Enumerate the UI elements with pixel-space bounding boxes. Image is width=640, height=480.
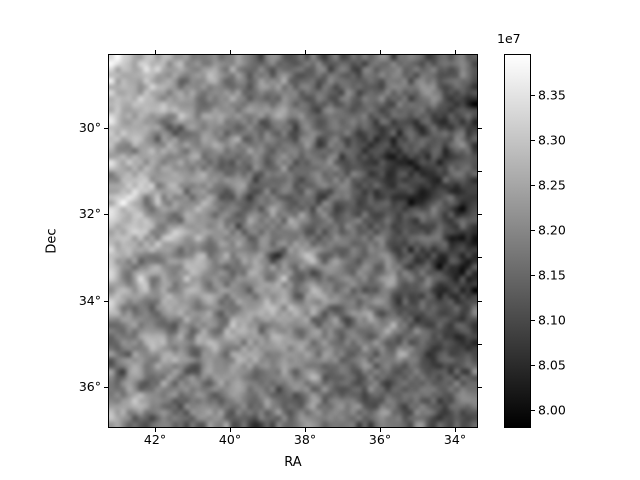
y-tick-label: 34° [78, 292, 101, 308]
colorbar-tick [531, 95, 535, 96]
y-tick-label: 32° [78, 205, 101, 221]
y-tick-left [104, 387, 108, 388]
colorbar-tick-label: 8.05 [538, 357, 566, 373]
x-tick-label: 34° [443, 432, 467, 447]
colorbar-tick [531, 230, 535, 231]
colorbar-tick-label: 8.00 [538, 402, 566, 418]
y-tick-right [478, 301, 482, 302]
x-tick-top [155, 50, 156, 54]
colorbar-tick-label: 8.10 [538, 312, 566, 328]
y-tick-label: 36° [78, 378, 101, 394]
colorbar-offset-text: 1e7 [497, 31, 521, 46]
y-tick-left [104, 128, 108, 129]
y-tick-right [478, 387, 482, 388]
colorbar-tick [531, 275, 535, 276]
colorbar-tick-label: 8.25 [538, 177, 566, 193]
colorbar-tick [531, 410, 535, 411]
x-tick-top [230, 50, 231, 54]
colorbar-tick [531, 320, 535, 321]
y-tick-right-minor [478, 344, 482, 345]
colorbar-tick-label: 8.35 [538, 87, 566, 103]
colorbar-gradient [504, 54, 531, 428]
sky-map-axes [108, 54, 478, 428]
colorbar-tick [531, 140, 535, 141]
colorbar-tick [531, 185, 535, 186]
y-tick-right-minor [478, 171, 482, 172]
y-tick-left [104, 301, 108, 302]
colorbar-tick-label: 8.20 [538, 222, 566, 238]
y-tick-label: 30° [78, 119, 101, 135]
x-tick-label: 38° [293, 432, 317, 447]
y-axis-label: Dec [44, 228, 60, 254]
x-tick-bottom [305, 428, 306, 432]
x-tick-top [305, 50, 306, 54]
x-tick-bottom [230, 428, 231, 432]
y-tick-left [104, 214, 108, 215]
colorbar-tick [531, 365, 535, 366]
x-tick-label: 40° [218, 432, 242, 447]
x-tick-bottom [155, 428, 156, 432]
x-tick-label: 36° [368, 432, 392, 447]
y-tick-right-minor [478, 257, 482, 258]
y-tick-right [478, 214, 482, 215]
x-tick-bottom [455, 428, 456, 432]
sky-map-image [109, 55, 477, 427]
x-tick-top [380, 50, 381, 54]
colorbar-tick-label: 8.15 [538, 267, 566, 283]
y-tick-right [478, 128, 482, 129]
colorbar-tick-label: 8.30 [538, 132, 566, 148]
x-axis-label: RA [284, 455, 302, 470]
x-tick-label: 42° [143, 432, 167, 447]
x-tick-top [455, 50, 456, 54]
x-tick-bottom [380, 428, 381, 432]
